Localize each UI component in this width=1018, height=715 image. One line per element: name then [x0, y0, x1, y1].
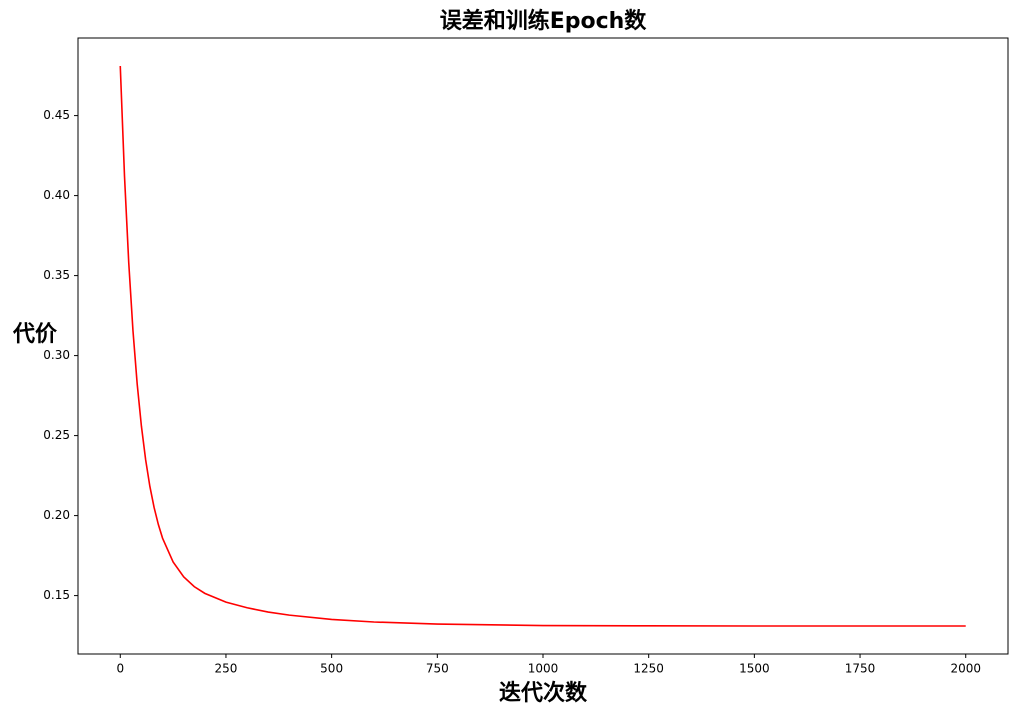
x-tick-label: 0 — [116, 662, 124, 676]
x-tick-label: 250 — [215, 662, 238, 676]
y-tick-label: 0.20 — [43, 508, 70, 522]
x-tick-label: 2000 — [950, 662, 981, 676]
y-tick-label: 0.45 — [43, 108, 70, 122]
x-tick-label: 1000 — [528, 662, 559, 676]
y-tick-label: 0.25 — [43, 428, 70, 442]
x-tick-label: 1750 — [845, 662, 876, 676]
x-tick-label: 500 — [320, 662, 343, 676]
y-axis-label: 代价 — [12, 322, 58, 347]
y-tick-label: 0.35 — [43, 268, 70, 282]
x-tick-label: 1500 — [739, 662, 770, 676]
plot-frame — [77, 37, 1009, 655]
x-tick-label: 750 — [426, 662, 449, 676]
chart-title: 误差和训练Epoch数 — [440, 8, 648, 34]
data-line — [119, 65, 966, 627]
x-axis-label: 迭代次数 — [499, 680, 588, 706]
y-tick-label: 0.40 — [43, 188, 70, 202]
y-tick-label: 0.15 — [43, 588, 70, 602]
y-tick-label: 0.30 — [43, 348, 70, 362]
x-tick-label: 1250 — [633, 662, 664, 676]
